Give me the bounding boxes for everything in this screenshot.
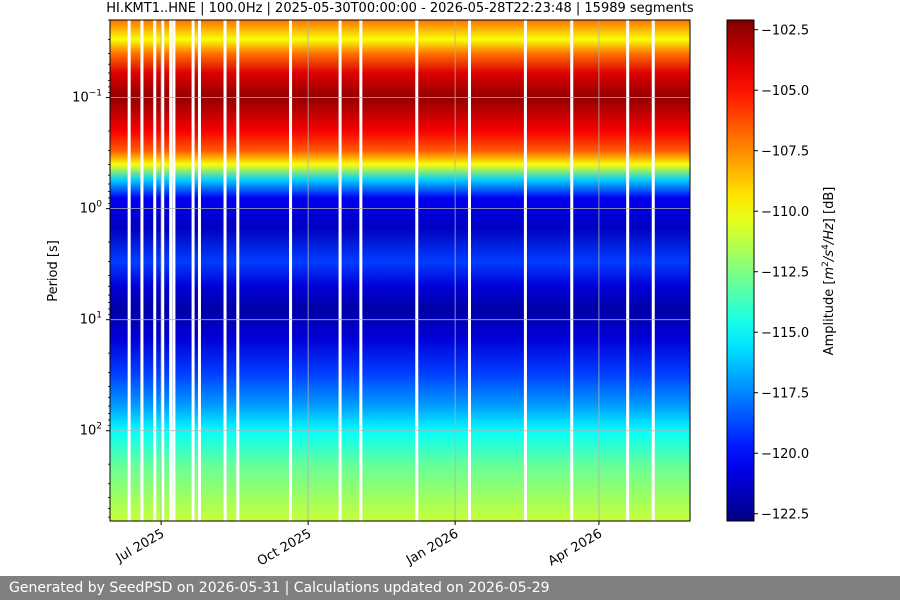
data-gap-stripe <box>570 20 574 521</box>
data-gap-stripe <box>415 20 419 521</box>
data-gap-stripe <box>197 20 201 521</box>
data-gap-stripe <box>338 20 342 521</box>
footer-bar: Generated by SeedPSD on 2026-05-31 | Cal… <box>0 576 900 600</box>
colorbar-tick-label: −112.5 <box>761 266 809 281</box>
data-gap-stripe <box>651 20 655 521</box>
y-tick-label: 102 <box>80 422 102 439</box>
plot-frame <box>109 19 691 522</box>
y-tick-label: 100 <box>80 200 103 217</box>
data-gap-stripe <box>468 20 472 521</box>
data-gap-stripe <box>523 20 527 521</box>
colorbar-tick-label: −102.5 <box>761 24 809 39</box>
colorbar-tick-label: −120.0 <box>761 447 809 462</box>
data-gap-stripe <box>127 20 131 521</box>
data-gap-stripe <box>169 20 173 521</box>
y-axis: 10−1 100 101 102 <box>72 19 110 518</box>
data-gap-stripe <box>359 20 363 521</box>
x-tick-label: Apr 2026 <box>546 526 605 569</box>
data-gap-stripe <box>161 20 165 521</box>
data-gap-stripe <box>191 20 195 521</box>
footer-text: Generated by SeedPSD on 2026-05-31 | Cal… <box>9 580 550 596</box>
spectrogram-chart: HI.KMT1..HNE | 100.0Hz | 2025-05-30T00:0… <box>46 1 837 569</box>
colorbar-label: Amplitude [m2/s4/Hz] [dB] <box>821 187 837 356</box>
spectrogram-heatmap <box>110 20 690 521</box>
colorbar-gradient <box>726 19 755 522</box>
colorbar-tick-label: −117.5 <box>761 387 809 402</box>
data-gap-stripe <box>626 20 630 521</box>
colorbar: −102.5 −105.0 −107.5 −110.0 −112.5 −115.0 −117… <box>726 19 809 523</box>
colorbar-tick-label: −115.0 <box>761 326 809 341</box>
plot-area <box>109 19 691 522</box>
x-tick-label: Oct 2025 <box>255 526 314 569</box>
y-axis-label: Period [s] <box>46 240 61 302</box>
chart-title: HI.KMT1..HNE | 100.0Hz | 2025-05-30T00:0… <box>106 1 694 16</box>
data-gap-stripe <box>289 20 293 521</box>
x-tick-label: Jul 2025 <box>113 526 167 566</box>
colorbar-tick-label: −122.5 <box>761 508 809 523</box>
x-axis: Jul 2025 Oct 2025 Jan 2026 Apr 2026 <box>113 521 605 569</box>
x-tick-label: Jan 2026 <box>403 526 461 568</box>
data-gap-stripe <box>172 20 176 521</box>
colorbar-tick-label: −110.0 <box>761 205 809 220</box>
data-gap-stripe <box>153 20 157 521</box>
y-tick-label: 10−1 <box>72 89 102 106</box>
data-gap-stripe <box>223 20 227 521</box>
data-gap-stripe <box>236 20 240 521</box>
colorbar-tick-label: −107.5 <box>761 145 809 160</box>
colorbar-tick-label: −105.0 <box>761 84 809 99</box>
y-tick-label: 101 <box>80 311 102 328</box>
data-gap-stripe <box>140 20 144 521</box>
